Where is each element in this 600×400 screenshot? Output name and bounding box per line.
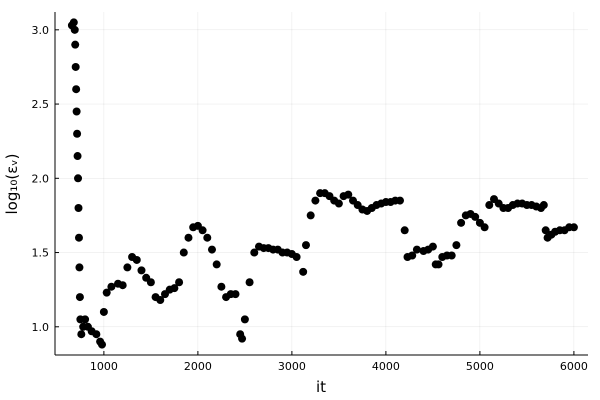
- point: [245, 278, 254, 287]
- point: [539, 201, 548, 210]
- point: [471, 212, 480, 221]
- point: [569, 223, 578, 232]
- point: [434, 260, 443, 269]
- point: [428, 242, 437, 251]
- point: [408, 251, 417, 260]
- point: [184, 233, 193, 242]
- y-axis-title: log₁₀(εᵥ): [3, 154, 21, 215]
- x-axis-title: it: [316, 378, 326, 396]
- point: [98, 340, 107, 349]
- point: [238, 334, 247, 343]
- point: [292, 253, 301, 261]
- point: [118, 281, 127, 290]
- point: [73, 152, 82, 161]
- point: [207, 245, 216, 254]
- point: [69, 18, 78, 27]
- point: [299, 267, 308, 276]
- x-tick-label: 1000: [90, 360, 118, 373]
- point: [137, 266, 146, 275]
- point: [75, 263, 84, 272]
- point: [480, 223, 489, 232]
- point: [250, 248, 259, 257]
- point: [400, 226, 409, 235]
- point: [146, 278, 155, 287]
- point: [344, 190, 353, 199]
- point: [123, 263, 132, 272]
- point: [301, 241, 310, 250]
- point: [99, 307, 108, 316]
- point: [217, 282, 226, 291]
- point: [74, 174, 83, 183]
- point: [306, 211, 315, 220]
- point: [70, 25, 79, 34]
- point: [77, 330, 86, 339]
- point: [395, 196, 404, 205]
- y-tick-label: 2.0: [32, 172, 50, 185]
- point: [334, 199, 343, 208]
- point: [132, 255, 141, 264]
- point: [240, 315, 249, 324]
- point: [170, 284, 179, 293]
- point: [107, 282, 116, 291]
- point: [74, 204, 83, 212]
- x-tick-label: 4000: [372, 360, 400, 373]
- point: [156, 296, 165, 305]
- point: [71, 40, 80, 49]
- x-tick-label: 5000: [466, 360, 494, 373]
- x-tick-label: 3000: [278, 360, 306, 373]
- point: [175, 278, 184, 287]
- point: [447, 251, 456, 260]
- point: [231, 290, 240, 299]
- point: [72, 85, 81, 94]
- y-tick-label: 3.0: [32, 24, 50, 37]
- point: [81, 315, 90, 324]
- point: [212, 260, 221, 269]
- point: [71, 62, 80, 71]
- point: [198, 226, 207, 235]
- point: [74, 233, 83, 242]
- point: [412, 245, 421, 254]
- point: [485, 201, 494, 210]
- point: [452, 241, 461, 250]
- point: [72, 107, 81, 116]
- x-tick-label: 2000: [184, 360, 212, 373]
- point: [102, 288, 111, 297]
- x-tick-label: 6000: [560, 360, 588, 373]
- point: [541, 226, 550, 235]
- point: [457, 218, 466, 227]
- point: [92, 330, 101, 339]
- point: [73, 129, 82, 138]
- point: [75, 293, 84, 302]
- point: [179, 248, 188, 257]
- y-tick-label: 1.5: [32, 247, 50, 260]
- y-tick-label: 2.5: [32, 98, 50, 111]
- point: [203, 233, 212, 242]
- point: [311, 196, 320, 205]
- y-tick-label: 1.0: [32, 321, 50, 334]
